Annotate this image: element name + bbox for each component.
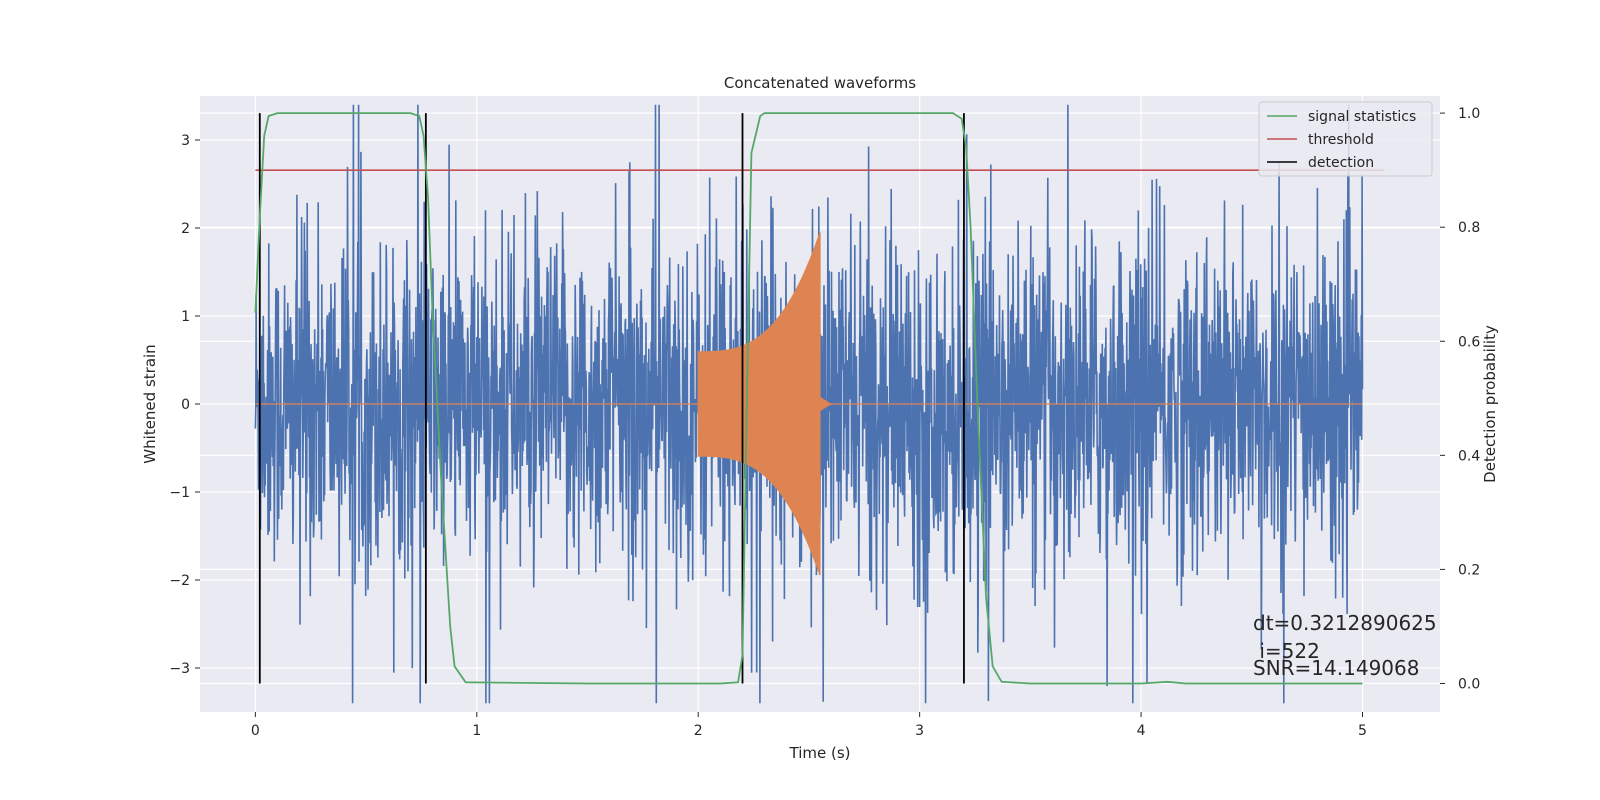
y-tick-label-left: −1 [169, 485, 190, 501]
y-tick-label-left: 2 [181, 221, 190, 237]
y-tick-label-left: 3 [181, 133, 190, 149]
legend-box [1258, 101, 1433, 177]
x-tick-label: 3 [915, 723, 924, 739]
y-tick-label-left: 1 [181, 309, 190, 325]
x-tick-label: 5 [1358, 723, 1367, 739]
y-tick-label-right: 0.6 [1458, 334, 1480, 350]
y-tick-label-left: −2 [169, 573, 190, 589]
x-tick-label: 0 [251, 723, 260, 739]
y-tick-label-left: 0 [181, 397, 190, 413]
y-tick-label-right: 0.8 [1458, 220, 1480, 236]
y-axis-label-right: Detection probability [1481, 325, 1499, 483]
x-tick-label: 2 [694, 723, 703, 739]
x-axis-label: Time (s) [789, 744, 851, 762]
x-tick-label: 1 [472, 723, 481, 739]
legend: signal statistics threshold detection [1258, 101, 1433, 177]
annotation-dt: dt=0.3212890625 [1253, 611, 1437, 635]
legend-label-statistics: signal statistics [1308, 109, 1416, 125]
statistics-line [254, 112, 1363, 685]
chart-title: Concatenated waveforms [724, 74, 916, 92]
annotation-index: i=522 [1253, 639, 1320, 663]
plot-content [254, 104, 1385, 704]
y-tick-label-right: 1.0 [1458, 106, 1480, 122]
y-tick-label-right: 0.2 [1458, 562, 1480, 578]
ticks: 0 1 2 3 4 5 3 2 1 0 −1 −2 −3 1.0 0.8 0.6 0.4 0.2 0.0 [169, 106, 1480, 739]
signal-series [255, 232, 1363, 576]
annotation-snr: SNR=14.149068 [1253, 656, 1419, 680]
legend-label-threshold: threshold [1308, 132, 1374, 148]
y-tick-label-left: −3 [169, 661, 190, 677]
y-tick-label-right: 0.4 [1458, 448, 1480, 464]
legend-label-detection: detection [1308, 155, 1374, 171]
x-tick-label: 4 [1137, 723, 1146, 739]
y-axis-label-left: Whitened strain [141, 344, 159, 463]
y-tick-label-right: 0.0 [1458, 676, 1480, 692]
